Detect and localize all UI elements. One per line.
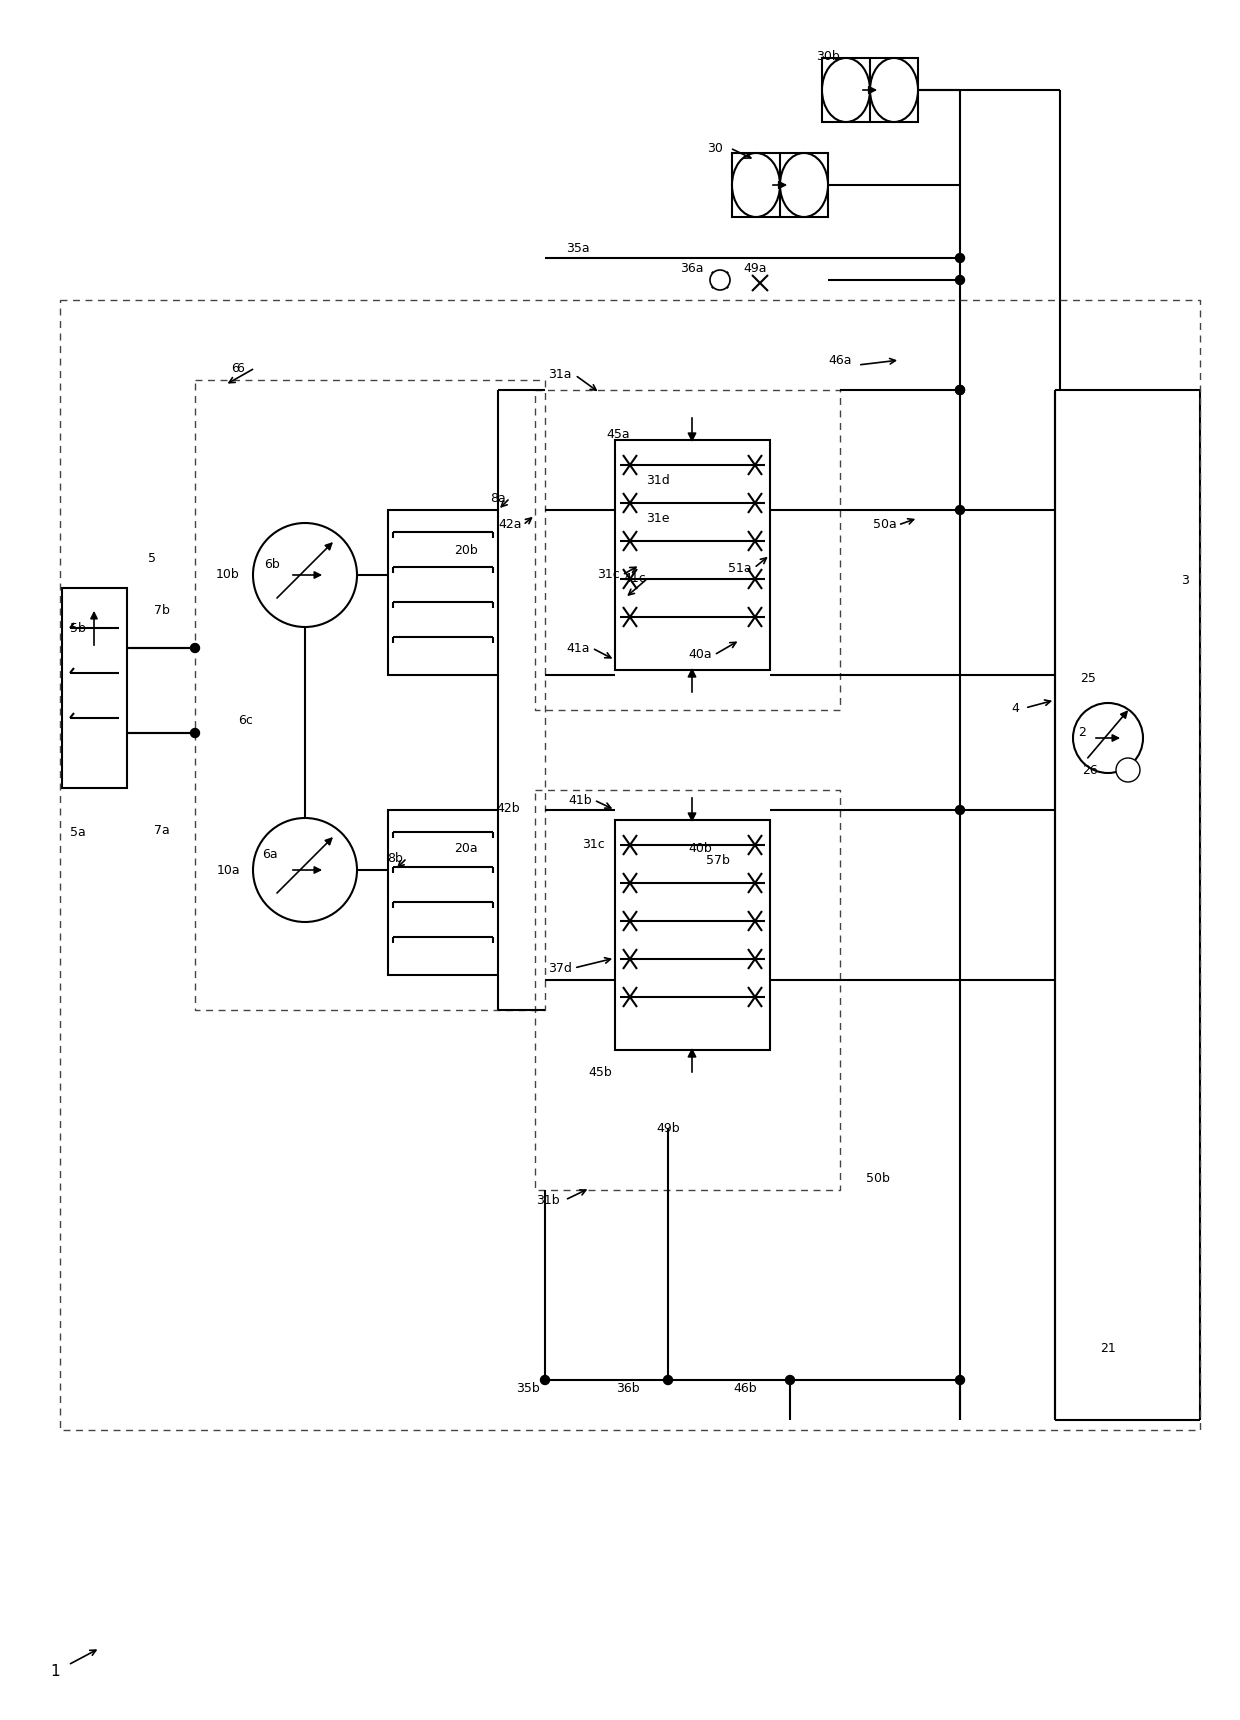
Circle shape	[1116, 759, 1140, 783]
Text: 7a: 7a	[154, 824, 170, 836]
Text: 5a: 5a	[71, 826, 86, 839]
Text: 41b: 41b	[568, 793, 591, 807]
Text: 46b: 46b	[733, 1381, 756, 1395]
Text: 4: 4	[1011, 702, 1019, 714]
Text: 45a: 45a	[606, 428, 630, 442]
Circle shape	[956, 385, 965, 394]
Text: 5: 5	[148, 552, 156, 564]
Text: 6: 6	[231, 361, 239, 375]
Circle shape	[956, 385, 965, 394]
Ellipse shape	[870, 58, 918, 122]
Text: 46a: 46a	[828, 354, 852, 366]
Circle shape	[253, 523, 357, 628]
Circle shape	[956, 275, 965, 284]
Text: 49b: 49b	[656, 1121, 680, 1135]
Circle shape	[956, 805, 965, 815]
Circle shape	[711, 270, 730, 291]
Text: 31d: 31d	[646, 473, 670, 487]
Text: 6a: 6a	[262, 848, 278, 862]
Text: 30b: 30b	[816, 50, 839, 64]
Text: 31e: 31e	[646, 511, 670, 525]
Text: 1: 1	[50, 1665, 60, 1679]
Text: 31a: 31a	[548, 368, 572, 382]
Text: 40a: 40a	[688, 648, 712, 662]
Circle shape	[191, 729, 200, 738]
Bar	[388, 810, 498, 975]
Text: 35b: 35b	[516, 1381, 539, 1395]
Text: 57b: 57b	[706, 853, 730, 867]
Text: 45b: 45b	[588, 1065, 611, 1078]
Text: 26: 26	[1083, 764, 1097, 776]
Circle shape	[956, 253, 965, 263]
Text: 42a: 42a	[498, 518, 522, 531]
Bar	[615, 440, 770, 671]
Circle shape	[956, 506, 965, 514]
Circle shape	[1073, 703, 1143, 772]
Text: 36a: 36a	[681, 261, 704, 275]
Circle shape	[785, 1376, 795, 1385]
Text: 6b: 6b	[264, 559, 280, 571]
Text: 25: 25	[1080, 671, 1096, 685]
Text: 41c: 41c	[624, 571, 646, 585]
Text: 6: 6	[236, 361, 244, 375]
Text: 36b: 36b	[616, 1381, 640, 1395]
Text: 5b: 5b	[71, 621, 86, 635]
Bar	[615, 820, 770, 1049]
Text: 2: 2	[1078, 726, 1086, 738]
Text: 8b: 8b	[387, 851, 403, 865]
Text: 31c: 31c	[582, 839, 604, 851]
Text: 49a: 49a	[743, 261, 766, 275]
Text: 3: 3	[1180, 573, 1189, 587]
Circle shape	[663, 1376, 672, 1385]
Bar	[822, 58, 918, 122]
Bar	[62, 588, 126, 788]
Text: 31b: 31b	[536, 1194, 559, 1206]
Circle shape	[956, 1376, 965, 1385]
Text: 50b: 50b	[866, 1171, 890, 1185]
Circle shape	[541, 1376, 549, 1385]
Text: 8a: 8a	[490, 492, 506, 504]
Text: 21: 21	[1100, 1342, 1116, 1355]
Text: 42b: 42b	[496, 802, 520, 815]
Text: 31c: 31c	[596, 569, 619, 581]
Text: 51a: 51a	[728, 561, 751, 574]
Text: 6c: 6c	[238, 714, 253, 726]
Ellipse shape	[822, 58, 870, 122]
Text: 20a: 20a	[454, 841, 477, 855]
Circle shape	[191, 643, 200, 652]
Text: 40b: 40b	[688, 841, 712, 855]
Bar	[732, 153, 828, 217]
Circle shape	[253, 819, 357, 922]
Text: 7b: 7b	[154, 604, 170, 616]
Ellipse shape	[732, 153, 780, 217]
Ellipse shape	[780, 153, 828, 217]
Text: 10b: 10b	[216, 569, 239, 581]
Text: 41a: 41a	[567, 642, 590, 655]
Text: 30: 30	[707, 141, 723, 155]
Text: 20b: 20b	[454, 544, 477, 557]
Text: 35a: 35a	[567, 241, 590, 255]
Text: 50a: 50a	[873, 518, 897, 531]
Bar	[388, 511, 498, 674]
Text: 37d: 37d	[548, 961, 572, 975]
Text: 10a: 10a	[216, 863, 239, 877]
